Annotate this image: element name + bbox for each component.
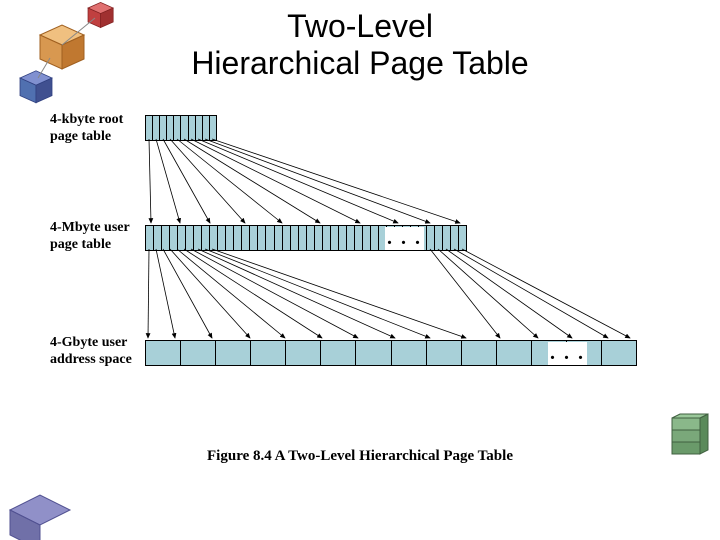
decorative-cubes-bottom-left [0, 460, 100, 540]
table-cell [210, 116, 216, 140]
table-cell [146, 341, 181, 365]
ellipsis-userpt: . . . [385, 227, 424, 250]
table-cell [167, 116, 174, 140]
table-cell [186, 226, 194, 250]
table-cell [250, 226, 258, 250]
table-cell [339, 226, 347, 250]
table-cell [435, 226, 443, 250]
table-cell [226, 226, 234, 250]
table-cell [160, 116, 167, 140]
table-cell [210, 226, 218, 250]
userpt-label: 4-Mbyte userpage table [50, 220, 130, 254]
table-cell [427, 341, 462, 365]
figure-caption: Figure 8.4 A Two-Level Hierarchical Page… [0, 448, 720, 465]
table-cell [153, 116, 160, 140]
table-cell [242, 226, 250, 250]
table-cell [181, 116, 188, 140]
table-cell [283, 226, 291, 250]
table-cell [392, 341, 427, 365]
table-cell [178, 226, 186, 250]
table-cell [299, 226, 307, 250]
table-cell [356, 341, 391, 365]
table-cell [307, 226, 315, 250]
table-cell [196, 116, 203, 140]
table-cell [234, 226, 242, 250]
table-cell [462, 341, 497, 365]
table-cell [347, 226, 355, 250]
table-cell [321, 341, 356, 365]
root-label: 4-kbyte rootpage table [50, 112, 123, 146]
table-cell [258, 226, 266, 250]
table-cell [371, 226, 379, 250]
table-cell [291, 226, 299, 250]
table-cell [331, 226, 339, 250]
table-cell [451, 226, 459, 250]
page-title: Two-Level Hierarchical Page Table [0, 8, 720, 82]
table-cell [266, 226, 274, 250]
table-cell [315, 226, 323, 250]
addrspace-label: 4-Gbyte useraddress space [50, 335, 132, 369]
table-cell [251, 341, 286, 365]
table-cell [216, 341, 251, 365]
table-cell [146, 226, 154, 250]
table-cell [443, 226, 451, 250]
title-line-2: Hierarchical Page Table [191, 45, 528, 81]
table-cell [363, 226, 371, 250]
table-cell [497, 341, 532, 365]
table-cell [355, 226, 363, 250]
table-cell [275, 226, 283, 250]
table-cell [323, 226, 331, 250]
table-cell [154, 226, 162, 250]
table-cell [218, 226, 226, 250]
table-cell [286, 341, 321, 365]
table-cell [146, 116, 153, 140]
ellipsis-addr: . . . [548, 342, 587, 365]
table-cell [427, 226, 435, 250]
root-page-table [145, 115, 217, 141]
title-line-1: Two-Level [287, 8, 433, 44]
table-cell [602, 341, 636, 365]
table-cell [203, 116, 210, 140]
table-cell [194, 226, 202, 250]
table-cell [459, 226, 466, 250]
table-cell [162, 226, 170, 250]
table-cell [189, 116, 196, 140]
table-cell [170, 226, 178, 250]
table-cell [174, 116, 181, 140]
table-cell [202, 226, 210, 250]
table-cell [181, 341, 216, 365]
